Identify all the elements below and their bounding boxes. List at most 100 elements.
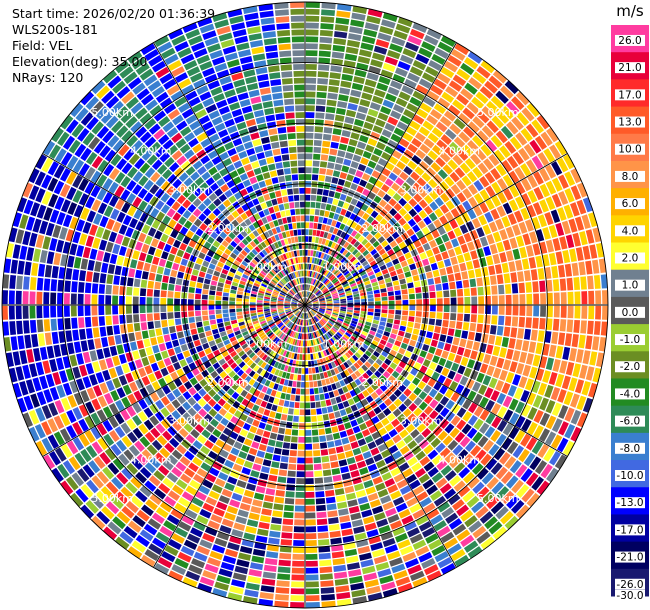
velocity-bin xyxy=(452,99,465,111)
velocity-bin xyxy=(443,222,453,233)
velocity-bin xyxy=(236,435,246,444)
velocity-bin xyxy=(282,386,288,393)
velocity-bin xyxy=(182,236,191,245)
velocity-bin xyxy=(218,193,228,203)
velocity-bin xyxy=(272,315,279,319)
velocity-bin xyxy=(523,143,536,158)
velocity-bin xyxy=(450,297,457,305)
velocity-bin xyxy=(447,352,456,362)
velocity-bin xyxy=(546,467,559,483)
velocity-bin xyxy=(291,305,297,307)
velocity-bin xyxy=(2,305,9,320)
velocity-bin xyxy=(253,322,260,328)
velocity-bin xyxy=(305,57,318,64)
velocity-bin xyxy=(216,286,223,292)
velocity-bin xyxy=(448,80,463,92)
velocity-bin xyxy=(76,378,86,391)
velocity-bin xyxy=(556,437,569,453)
velocity-bin xyxy=(376,459,386,469)
velocity-bin xyxy=(135,471,147,484)
velocity-bin xyxy=(232,463,243,472)
velocity-bin xyxy=(472,525,487,539)
velocity-bin xyxy=(141,449,153,461)
velocity-bin xyxy=(311,429,319,436)
velocity-bin xyxy=(322,342,327,349)
velocity-bin xyxy=(358,49,372,58)
velocity-bin xyxy=(329,286,335,291)
velocity-bin xyxy=(289,450,297,457)
velocity-bin xyxy=(226,505,239,515)
velocity-bin xyxy=(456,346,465,356)
velocity-bin xyxy=(319,43,332,51)
velocity-bin xyxy=(464,440,476,452)
velocity-bin xyxy=(282,326,287,332)
velocity-bin xyxy=(512,224,521,236)
velocity-bin xyxy=(311,257,315,264)
velocity-bin xyxy=(236,301,242,305)
velocity-bin xyxy=(484,286,491,296)
velocity-bin xyxy=(515,339,523,351)
velocity-bin xyxy=(166,403,176,413)
velocity-bin xyxy=(336,331,343,338)
velocity-bin xyxy=(346,295,353,299)
velocity-bin xyxy=(291,303,297,305)
velocity-bin xyxy=(86,116,99,131)
velocity-bin xyxy=(274,353,280,361)
velocity-bin xyxy=(267,237,273,245)
velocity-bin xyxy=(336,262,342,269)
velocity-bin xyxy=(491,285,498,295)
velocity-bin xyxy=(495,163,507,177)
velocity-bin xyxy=(445,188,456,199)
velocity-bin xyxy=(82,132,95,146)
velocity-bin xyxy=(305,15,320,22)
velocity-bin xyxy=(229,499,241,508)
velocity-bin xyxy=(322,261,327,268)
velocity-bin xyxy=(188,418,198,428)
velocity-bin xyxy=(311,174,319,181)
velocity-bin xyxy=(188,316,195,323)
velocity-bin xyxy=(360,157,369,166)
velocity-bin xyxy=(196,545,211,556)
velocity-bin xyxy=(247,325,254,331)
velocity-bin xyxy=(321,196,328,203)
velocity-bin xyxy=(283,277,289,283)
velocity-bin xyxy=(182,401,192,411)
velocity-bin xyxy=(464,515,478,528)
velocity-bin xyxy=(243,311,250,315)
velocity-bin xyxy=(238,361,246,369)
velocity-bin xyxy=(512,350,521,362)
velocity-bin xyxy=(348,33,362,41)
velocity-bin xyxy=(277,331,283,338)
velocity-bin xyxy=(436,459,448,471)
velocity-bin xyxy=(284,299,291,302)
velocity-bin xyxy=(218,105,230,115)
velocity-bin xyxy=(517,328,525,339)
velocity-bin xyxy=(36,277,44,291)
velocity-bin xyxy=(138,399,148,410)
velocity-bin xyxy=(350,364,357,372)
velocity-bin xyxy=(412,224,421,233)
velocity-bin xyxy=(78,433,90,447)
velocity-bin xyxy=(226,164,236,173)
velocity-bin xyxy=(9,321,17,336)
velocity-bin xyxy=(532,394,543,408)
velocity-bin xyxy=(102,526,118,540)
velocity-bin xyxy=(241,467,251,476)
velocity-bin xyxy=(484,516,498,530)
velocity-bin xyxy=(237,287,244,292)
velocity-bin xyxy=(347,349,354,357)
velocity-bin xyxy=(224,412,233,421)
velocity-bin xyxy=(412,275,420,282)
velocity-bin xyxy=(176,352,185,361)
velocity-bin xyxy=(575,349,584,363)
velocity-bin xyxy=(319,307,326,310)
velocity-bin xyxy=(99,326,107,337)
velocity-bin xyxy=(295,485,305,491)
velocity-bin xyxy=(515,464,528,478)
velocity-bin xyxy=(504,80,519,95)
velocity-bin xyxy=(72,190,83,203)
velocity-bin xyxy=(341,324,348,329)
velocity-bin xyxy=(308,367,312,374)
velocity-bin xyxy=(101,90,115,104)
velocity-bin xyxy=(238,253,246,260)
